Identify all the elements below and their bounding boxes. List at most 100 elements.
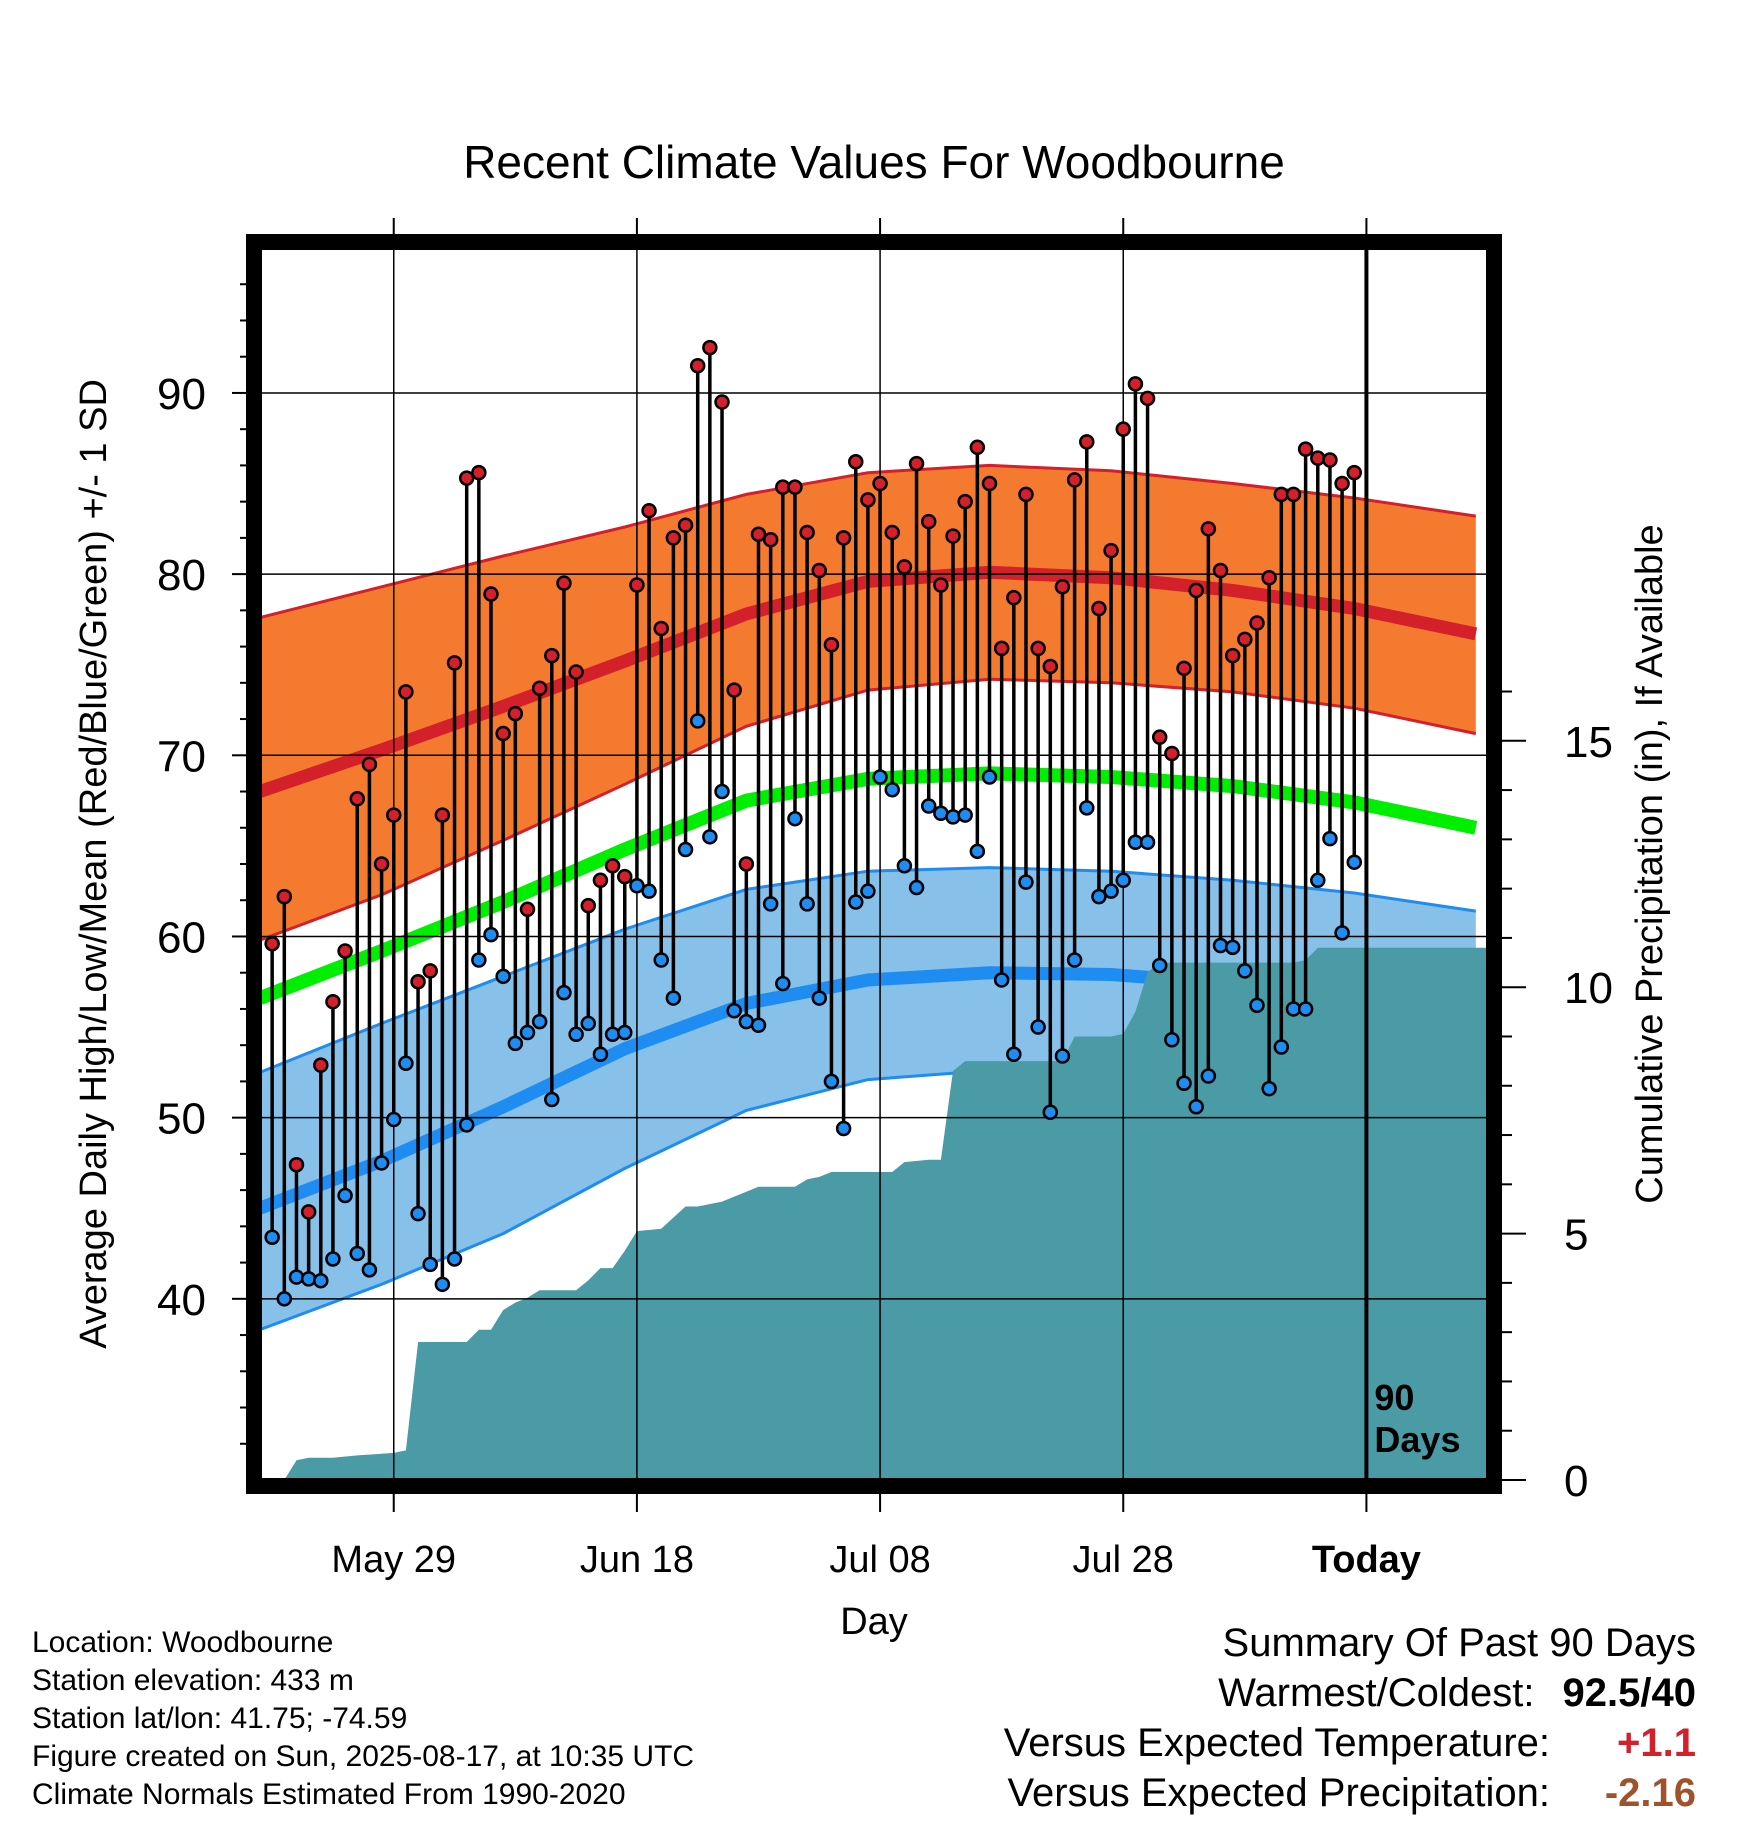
daily-low-point [544, 1091, 560, 1108]
daily-high-point [1091, 600, 1107, 617]
daily-high-point [653, 620, 669, 637]
daily-low-point [787, 810, 803, 827]
daily-high-point [811, 562, 828, 579]
daily-low-point [677, 841, 694, 858]
daily-low-point [726, 1003, 742, 1019]
daily-low-point [471, 952, 487, 968]
daily-high-point [896, 559, 913, 575]
elevation-text: Station elevation: 433 m [32, 1664, 354, 1697]
daily-high-point [446, 655, 463, 671]
daily-low-point [811, 990, 828, 1006]
daily-low-point [313, 1272, 329, 1289]
daily-low-point [617, 1024, 633, 1041]
daily-high-point [933, 577, 949, 593]
x-tick-label: Today [1312, 1539, 1421, 1581]
daily-low-point [823, 1073, 840, 1090]
daily-high-point [1188, 582, 1204, 599]
daily-high-point [1249, 615, 1265, 631]
daily-low-point [1006, 1046, 1022, 1062]
daily-high-point [750, 526, 767, 543]
daily-low-point [1273, 1039, 1290, 1055]
daily-high-point [848, 454, 864, 470]
y-tick-label: 60 [157, 913, 206, 962]
daily-low-point [884, 781, 900, 798]
daily-high-point [1079, 434, 1095, 450]
daily-high-point [1322, 452, 1338, 468]
daily-high-point [568, 664, 584, 680]
temperature-departure-value: +1.1 [1617, 1721, 1696, 1765]
daily-low-point [361, 1262, 378, 1278]
normal-high-upper-edge [259, 463, 1477, 620]
daily-high-point [920, 513, 937, 530]
daily-low-point [337, 1187, 353, 1204]
daily-high-point [1346, 464, 1363, 481]
daily-high-point [1139, 390, 1156, 407]
daily-high-point [993, 640, 1010, 657]
daily-high-point [665, 530, 682, 546]
daily-high-point [495, 725, 511, 742]
daily-high-point [1115, 421, 1131, 437]
daily-low-point [483, 926, 499, 943]
daily-low-point [1310, 872, 1326, 889]
daily-low-point [981, 769, 998, 785]
today-marker-label-1: 90 [1374, 1377, 1414, 1418]
daily-high-point [483, 586, 499, 602]
daily-high-point [592, 872, 609, 889]
daily-high-point [1018, 486, 1034, 503]
daily-high-point [544, 647, 560, 664]
latlon-text: Station lat/lon: 41.75; -74.59 [32, 1702, 408, 1735]
daily-low-point [410, 1205, 426, 1222]
daily-low-point [969, 843, 986, 860]
daily-high-point [1103, 542, 1119, 559]
daily-high-point [1200, 521, 1217, 537]
y-tick-label: 50 [157, 1095, 206, 1144]
y-tick-label: 90 [157, 370, 206, 419]
daily-high-point [580, 897, 597, 914]
right-tick-label: 0 [1564, 1457, 1588, 1506]
daily-high-point [434, 807, 451, 823]
daily-high-point [1066, 472, 1083, 488]
daily-low-point [592, 1046, 609, 1062]
x-tick-label: Jun 18 [580, 1539, 694, 1581]
x-axis-label: Day [840, 1601, 908, 1643]
right-tick-label: 15 [1564, 718, 1613, 767]
daily-high-point [1310, 450, 1326, 466]
daily-high-point [641, 502, 657, 519]
daily-low-point [1224, 939, 1241, 956]
daily-high-point [556, 575, 572, 591]
daily-low-point [300, 1271, 317, 1287]
daily-low-point [750, 1017, 767, 1033]
y-tick-label: 70 [157, 732, 206, 781]
daily-low-point [799, 896, 815, 912]
daily-low-point [1322, 830, 1338, 847]
daily-high-point [1176, 660, 1192, 677]
daily-low-point [1115, 872, 1131, 889]
daily-high-point [884, 524, 900, 541]
right-tick-label: 10 [1564, 964, 1613, 1013]
warmest-coldest-row: Warmest/Coldest: 92.5/40 [1004, 1668, 1696, 1718]
daily-high-point [264, 935, 280, 952]
daily-high-point [398, 684, 414, 700]
daily-high-point [823, 637, 840, 653]
daily-high-point [337, 943, 353, 959]
daily-low-point [1030, 1019, 1046, 1035]
daily-low-point [896, 858, 913, 874]
daily-high-point [860, 492, 876, 508]
daily-low-point [531, 1013, 548, 1030]
daily-high-point [288, 1157, 305, 1173]
temperature-departure-label: Versus Expected Temperature: [1003, 1721, 1550, 1765]
warmest-coldest-label: Warmest/Coldest: [1218, 1671, 1535, 1715]
daily-high-point [714, 394, 730, 410]
warmest-coldest-value: 92.5/40 [1562, 1671, 1696, 1715]
x-tick-label: Jul 08 [829, 1539, 930, 1581]
daily-low-point [629, 877, 645, 894]
daily-low-point [349, 1245, 366, 1262]
daily-high-point [1285, 486, 1302, 503]
daily-high-point [969, 439, 986, 456]
daily-low-point [1237, 963, 1253, 979]
daily-low-point [519, 1024, 536, 1041]
y-tick-label: 80 [157, 551, 206, 600]
daily-low-point [1091, 888, 1107, 905]
daily-low-point [860, 883, 876, 899]
